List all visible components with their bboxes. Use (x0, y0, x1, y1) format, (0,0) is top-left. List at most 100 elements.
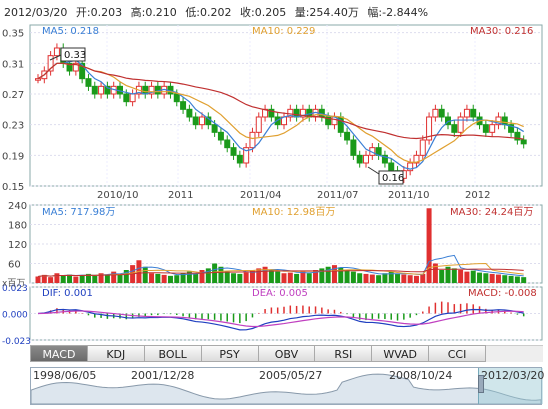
volume-bar (483, 273, 489, 283)
time-navigator[interactable]: 1998/06/05 2001/12/28 2005/05/27 2008/10… (30, 367, 545, 405)
volume-bar (344, 270, 350, 283)
candle-body (186, 108, 193, 118)
tab-macd[interactable]: MACD (30, 345, 88, 362)
time-tick-label: 2011/10 (388, 190, 430, 201)
volume-bar (502, 275, 508, 283)
quote-open: 开:0.203 (75, 6, 123, 19)
stock-chart: 0.35 0.31 0.27 0.23 0.19 0.15 2010/10 2011 2011/… (2, 24, 543, 345)
candle-body (268, 108, 275, 118)
candle-body (432, 108, 439, 118)
volume-bar (445, 266, 451, 283)
volume-bar (432, 263, 438, 283)
tab-rsi[interactable]: RSI (315, 345, 373, 362)
candle-body (199, 116, 205, 126)
candle-body (344, 131, 351, 141)
volume-bar (161, 274, 167, 283)
volume-bar (275, 271, 281, 283)
volume-bar (470, 270, 476, 283)
volume-bar (426, 208, 432, 283)
candle-body (98, 85, 105, 95)
ma30-line (37, 62, 524, 140)
volume-bar (186, 271, 192, 283)
candle-body (438, 108, 445, 118)
volume-bar (281, 273, 287, 283)
volume-bar (262, 266, 268, 283)
candle-body (217, 131, 224, 141)
candle-body (173, 93, 180, 103)
volume-bar (325, 266, 331, 283)
candle-body (514, 131, 521, 141)
price-tick-label: 0.27 (2, 90, 24, 101)
time-tick-label: 2012 (465, 190, 490, 201)
candle-body (47, 55, 54, 72)
volume-bar (98, 273, 104, 283)
candle-body (426, 116, 433, 141)
navigator-label-1998: 1998/06/05 (33, 369, 97, 382)
tab-wvad[interactable]: WVAD (372, 345, 430, 362)
quote-high: 高:0.210 (130, 6, 177, 19)
volume-bar (117, 273, 123, 283)
volume-tick-label: 180 (8, 221, 27, 232)
volume-bar (407, 275, 413, 283)
volume-tick-label: 60 (8, 260, 21, 271)
indicator-tabs: MACD KDJ BOLL PSY OBV RSI WVAD CCI (30, 345, 486, 362)
volume-bar (306, 273, 312, 283)
quote-header: 2012/03/20 开:0.203 高:0.210 低:0.202 收:0.2… (4, 4, 433, 20)
navigator-handle[interactable] (478, 375, 484, 393)
volume-bar (35, 276, 41, 283)
tab-bar-filler (486, 345, 543, 362)
navigator-selection[interactable] (478, 368, 543, 404)
volume-bar (495, 274, 501, 283)
volume-bar (79, 275, 85, 283)
tab-cci[interactable]: CCI (429, 345, 486, 362)
volume-bar (243, 272, 249, 283)
candle-body (413, 154, 420, 164)
quote-date: 2012/03/20 (4, 6, 68, 19)
time-tick-label: 2011/07 (317, 190, 359, 201)
volume-ma30-line (37, 268, 524, 277)
volume-bar (85, 273, 91, 283)
tab-boll[interactable]: BOLL (144, 345, 202, 362)
legend-vol-ma5: MA5: 717.98万 (42, 207, 115, 218)
price-tick-label: 0.23 (2, 121, 24, 132)
tab-psy[interactable]: PSY (201, 345, 259, 362)
volume-bar (54, 273, 60, 283)
volume-bar (338, 267, 344, 283)
volume-bar (477, 272, 483, 283)
legend-price-ma30: MA30: 0.216 (470, 26, 533, 37)
volume-bar (294, 273, 300, 283)
candle-body (53, 47, 60, 57)
quote-change: 幅:-2.844% (367, 6, 429, 19)
candle-body (363, 154, 369, 164)
candle-body (66, 62, 73, 72)
candle-body (142, 85, 149, 95)
volume-bar (464, 271, 470, 283)
volume-bar (180, 273, 186, 283)
tab-kdj[interactable]: KDJ (87, 345, 145, 362)
volume-bar (350, 271, 356, 283)
high-annotation-label: 0.33 (64, 50, 86, 61)
candle-body (407, 162, 414, 172)
volume-bar (413, 275, 419, 283)
navigator-label-2005: 2005/05/27 (259, 369, 323, 382)
candle-body (148, 85, 155, 95)
candle-body (249, 131, 256, 149)
volume-bar (167, 275, 173, 283)
quote-close: 收:0.205 (240, 6, 287, 19)
candle-body (85, 78, 92, 87)
navigator-label-2012: 2012/03/20 (481, 369, 545, 382)
tab-obv[interactable]: OBV (258, 345, 316, 362)
volume-bar (60, 275, 66, 283)
legend-macd-value: MACD: -0.008 (468, 288, 537, 299)
volume-bar (388, 271, 394, 283)
volume-bar (420, 273, 426, 283)
candle-body (508, 124, 515, 133)
quote-volume: 量:254.40万 (294, 6, 359, 19)
candle-body (470, 108, 477, 118)
candle-body (274, 116, 281, 126)
volume-bar (395, 273, 401, 283)
volume-bar (369, 274, 375, 283)
price-tick-label: 0.31 (2, 59, 24, 70)
volume-bar (300, 271, 306, 283)
dea-line (37, 310, 524, 328)
